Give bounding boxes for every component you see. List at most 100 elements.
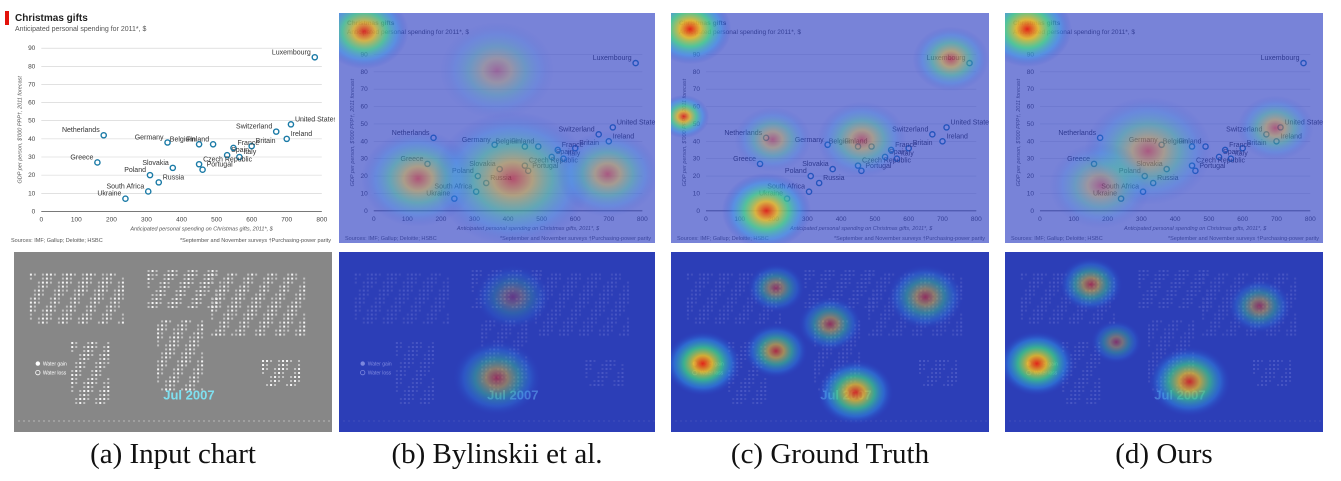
saliency-blob (671, 13, 732, 65)
point-label: France (237, 140, 259, 147)
saliency-blob (744, 323, 808, 379)
data-point (144, 188, 152, 195)
y-tick-label: 90 (28, 45, 36, 52)
saliency-blob (1090, 320, 1142, 364)
chart-subtitle: Anticipated personal spending for 2011*,… (15, 26, 147, 33)
data-point (248, 142, 255, 150)
x-tick-label: 200 (106, 216, 117, 223)
panel-a-map: Water gain Water loss Jul 2007 (14, 252, 332, 432)
data-point (155, 179, 163, 186)
x-tick-label: 400 (176, 216, 187, 223)
caption-ground-truth: (c) Ground Truth (730, 438, 930, 470)
saliency-blob (440, 22, 554, 119)
y-axis-title: GDP per person, $'000 PPP†, 2011 forecas… (17, 76, 23, 184)
saliency-blob (912, 26, 989, 92)
data-point (94, 159, 101, 166)
point-label: Netherlands (62, 127, 100, 134)
point-label: Finland (186, 136, 209, 143)
point-label: Switzerland (236, 124, 272, 131)
saliency-blob (798, 296, 862, 352)
y-tick-label: 50 (28, 118, 36, 125)
y-tick-label: 10 (28, 190, 36, 197)
saliency-blob (671, 331, 741, 397)
saliency-blob (557, 131, 655, 217)
data-point (100, 131, 108, 139)
saliency-blob (671, 94, 710, 139)
date-label: Jul 2007 (163, 388, 214, 403)
x-tick-label: 100 (71, 216, 82, 223)
saliency-blob (721, 172, 811, 243)
point-label: Russia (163, 174, 185, 181)
y-tick-label: 70 (28, 81, 36, 88)
saliency-blob (1148, 346, 1231, 417)
saliency-blob (1227, 278, 1292, 334)
y-tick-label: 20 (28, 172, 36, 179)
point-label: Ireland (291, 131, 313, 138)
point-label: Luxembourg (272, 49, 311, 56)
saliency-blob (817, 101, 907, 178)
data-point (223, 151, 231, 159)
data-point (287, 121, 295, 128)
saliency-blob (1005, 13, 1072, 67)
data-point (169, 164, 177, 172)
x-tick-label: 800 (316, 216, 327, 223)
x-axis-title: Anticipated personal spending on Christm… (129, 226, 273, 232)
y-tick-label: 0 (32, 208, 36, 215)
data-point (209, 141, 217, 148)
caption-ours: (d) Ours (1115, 438, 1213, 470)
legend-water-gain: Water gain (43, 362, 67, 368)
x-tick-label: 600 (246, 216, 257, 223)
data-point (236, 153, 243, 161)
saliency-blob (887, 264, 964, 330)
saliency-blob (1005, 331, 1075, 397)
x-tick-label: 0 (39, 216, 43, 223)
point-label: Czech Republic (203, 156, 253, 163)
data-point (146, 171, 154, 179)
point-label: Greece (70, 154, 93, 161)
saliency-blob (452, 340, 542, 416)
saliency-blob (734, 107, 811, 172)
continents (18, 270, 330, 422)
y-tick-label: 80 (28, 63, 36, 70)
footnotes: *September and November surveys †Purchas… (180, 238, 331, 244)
data-point (199, 166, 206, 173)
point-label: Slovakia (142, 160, 169, 167)
point-label: Portugal (207, 162, 234, 169)
y-tick-label: 40 (28, 136, 36, 143)
scatter-plot: 0 10 20 30 40 50 60 70 80 90 0 100 200 300 400 500 600 70… (11, 45, 335, 244)
point-label: Germany (135, 134, 164, 141)
saliency-blob (339, 13, 409, 69)
brand-bar (5, 11, 9, 25)
data-point (195, 141, 203, 148)
data-point (230, 144, 237, 152)
data-point (272, 128, 280, 135)
point-label: Ukraine (97, 191, 121, 198)
caption-input-chart: (a) Input chart (90, 438, 256, 470)
x-tick-label: 500 (211, 216, 222, 223)
point-label: Poland (124, 167, 146, 174)
legend-loss-marker (35, 370, 41, 376)
legend-gain-marker (35, 361, 41, 366)
point-label: United States (295, 116, 335, 123)
point-label: Belgium (170, 136, 195, 143)
data-point (164, 139, 171, 146)
x-tick-label: 700 (281, 216, 292, 223)
panel-a-chart: Christmas gifts Anticipated personal spe… (5, 5, 335, 245)
point-label: Britain (256, 138, 276, 145)
legend-water-loss: Water loss (43, 371, 67, 377)
world-map-input: Water gain Water loss Jul 2007 (14, 252, 332, 432)
saliency-blob (1237, 95, 1314, 161)
caption-bylinskii: (b) Bylinskii et al. (391, 438, 603, 470)
data-point (122, 195, 129, 203)
chart-title: Christmas gifts (15, 13, 88, 24)
y-tick-label: 30 (28, 154, 36, 161)
